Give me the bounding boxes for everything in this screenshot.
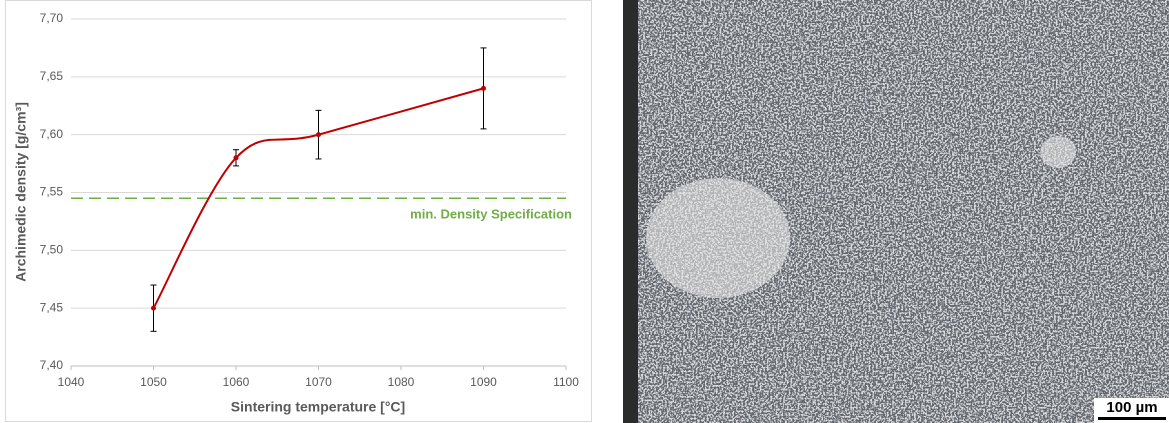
y-tick-label: 7,55 bbox=[40, 185, 64, 199]
y-axis-title: Archimedic density [g/cm³] bbox=[13, 102, 29, 282]
y-tick-label: 7,70 bbox=[40, 11, 64, 25]
reference-label: min. Density Specification bbox=[410, 207, 572, 222]
x-tick-label: 1070 bbox=[305, 375, 332, 389]
micrograph-inclusion bbox=[646, 178, 790, 298]
micrograph-edge bbox=[623, 0, 638, 423]
x-tick-label: 1090 bbox=[470, 375, 497, 389]
y-tick-label: 7,50 bbox=[40, 243, 64, 257]
y-tick-label: 7,65 bbox=[40, 69, 64, 83]
x-tick-label: 1040 bbox=[58, 375, 85, 389]
y-tick-label: 7,60 bbox=[40, 127, 64, 141]
x-tick-label: 1080 bbox=[388, 375, 415, 389]
x-tick-label: 1060 bbox=[223, 375, 250, 389]
page: Sintering temperature [°C] Archimedic de… bbox=[0, 0, 1169, 423]
scale-bar bbox=[1098, 417, 1166, 420]
scale-bar-label: 100 µm bbox=[1106, 399, 1157, 416]
chart: Sintering temperature [°C] Archimedic de… bbox=[0, 0, 1169, 423]
data-point bbox=[316, 132, 321, 137]
data-point bbox=[234, 155, 239, 160]
data-point bbox=[151, 306, 156, 311]
y-tick-label: 7,45 bbox=[40, 300, 64, 314]
y-tick-label: 7,40 bbox=[40, 358, 64, 372]
micrograph-inclusion bbox=[1040, 136, 1076, 168]
x-tick-label: 1100 bbox=[553, 375, 579, 389]
micrograph: 100 µm bbox=[623, 0, 1169, 423]
x-axis-title: Sintering temperature [°C] bbox=[231, 399, 405, 415]
x-tick-label: 1050 bbox=[140, 375, 167, 389]
data-point bbox=[481, 86, 486, 91]
